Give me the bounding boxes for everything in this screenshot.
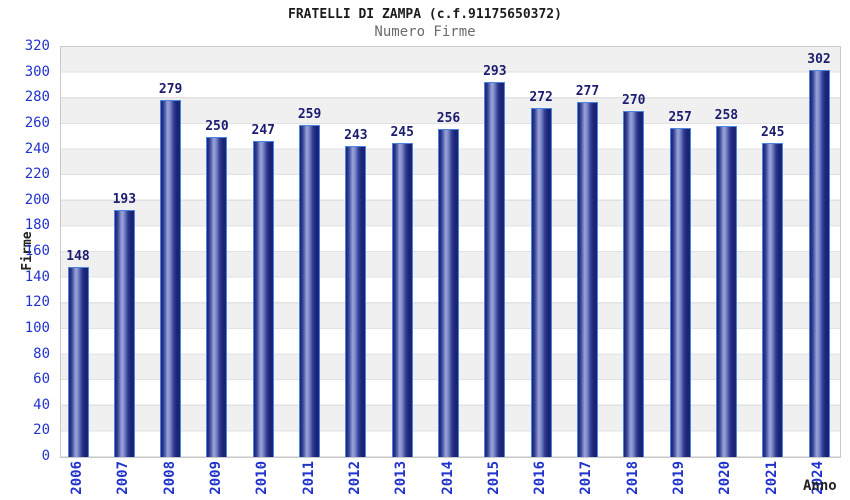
y-tick-label: 200 xyxy=(24,191,50,208)
bar-2012 xyxy=(345,146,367,457)
y-tick-label: 240 xyxy=(24,140,50,157)
x-tick-label: 2018 xyxy=(624,461,641,495)
bar-2020 xyxy=(715,126,737,457)
x-tick-label: 2010 xyxy=(254,461,271,495)
bar-value-label: 148 xyxy=(66,249,90,264)
bar-value-label: 193 xyxy=(112,192,137,207)
x-tick-label: 2007 xyxy=(115,461,132,495)
bar-value-label: 272 xyxy=(529,90,553,105)
x-tick-label: 2013 xyxy=(393,461,410,495)
x-tick-label: 2011 xyxy=(300,461,317,495)
x-tick-label: 2014 xyxy=(439,461,456,495)
y-tick-label: 140 xyxy=(24,268,50,285)
bar-2009 xyxy=(206,137,228,457)
y-tick-label: 20 xyxy=(33,422,50,439)
y-tick-label: 300 xyxy=(24,63,50,80)
bar-2013 xyxy=(391,143,413,457)
bar-2007 xyxy=(113,210,135,457)
bar-2006 xyxy=(67,267,89,457)
bar-value-label: 245 xyxy=(390,125,414,140)
chart-title: FRATELLI DI ZAMPA (c.f.91175650372) xyxy=(288,7,562,22)
bar-2017 xyxy=(576,102,598,457)
x-axis-title: Anno xyxy=(803,478,837,494)
bar-value-label: 259 xyxy=(297,107,322,122)
x-tick-label: 2021 xyxy=(763,461,780,495)
y-tick-label: 320 xyxy=(24,38,50,54)
y-tick-label: 0 xyxy=(41,448,50,464)
bar-value-label: 277 xyxy=(575,84,600,99)
bar-2010 xyxy=(252,141,274,457)
y-tick-label: 180 xyxy=(24,217,50,234)
bar-2024 xyxy=(808,70,830,457)
bar-value-label: 279 xyxy=(158,82,183,97)
y-tick-label: 100 xyxy=(24,319,50,336)
y-tick-label: 220 xyxy=(24,166,50,183)
x-tick-label: 2008 xyxy=(161,461,178,495)
x-tick-label: 2016 xyxy=(532,461,549,495)
x-axis-tick-labels: 2006 2007 2008 2009 2010 2011 2012 2013 2014 2015… xyxy=(60,461,839,500)
bar-value-label: 257 xyxy=(668,110,692,125)
bar-value-label: 250 xyxy=(205,119,229,134)
bar-2015 xyxy=(484,82,506,457)
x-tick-label: 2017 xyxy=(578,461,595,495)
bar-2019 xyxy=(669,128,691,457)
x-tick-label: 2012 xyxy=(346,461,363,495)
chart-subtitle: Numero Firme xyxy=(374,24,476,40)
y-tick-label: 120 xyxy=(24,294,50,311)
y-tick-label: 160 xyxy=(24,243,50,259)
plot-area: 148 193 279 250 247 259 243 245 256 293 272 277 270 2… xyxy=(60,46,841,458)
x-tick-label: 2009 xyxy=(207,461,224,495)
y-tick-label: 80 xyxy=(33,345,50,362)
x-tick-label: 2019 xyxy=(671,461,688,495)
y-tick-label: 260 xyxy=(24,114,50,131)
y-tick-label: 280 xyxy=(24,89,50,106)
bar-value-label: 243 xyxy=(344,128,368,143)
bar-2018 xyxy=(623,111,645,457)
bar-2021 xyxy=(762,143,784,457)
bar-2008 xyxy=(160,100,182,457)
bar-value-label: 245 xyxy=(760,125,785,140)
bar-value-label: 302 xyxy=(807,52,831,67)
y-tick-label: 60 xyxy=(33,371,50,388)
x-tick-label: 2015 xyxy=(485,461,502,495)
bar-value-label: 258 xyxy=(714,108,739,123)
x-tick-label: 2006 xyxy=(69,461,85,495)
y-tick-label: 40 xyxy=(33,396,50,413)
x-tick-label: 2020 xyxy=(717,461,734,495)
bar-value-label: 256 xyxy=(436,111,461,126)
bar-2014 xyxy=(438,129,459,457)
bar-value-label: 270 xyxy=(622,93,646,108)
bar-value-label: 293 xyxy=(483,64,507,79)
bar-2016 xyxy=(530,108,552,457)
bar-value-label: 247 xyxy=(251,123,275,138)
bar-2011 xyxy=(299,125,321,457)
